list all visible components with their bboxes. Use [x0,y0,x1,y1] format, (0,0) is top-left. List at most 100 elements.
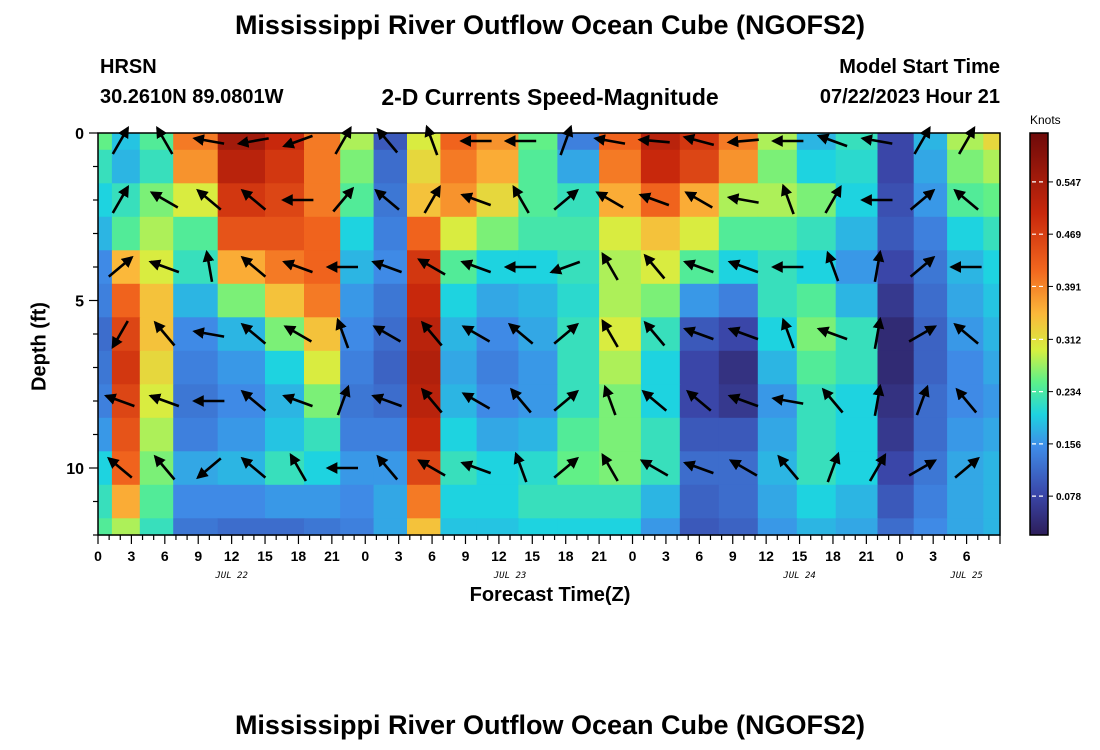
current-vector-arrow [637,134,670,147]
heatmap-cell [476,484,519,519]
heatmap-cell [599,317,642,352]
heatmap-cell [173,350,219,385]
heatmap-cell [718,417,759,452]
heatmap-cell [640,250,681,285]
current-vector-arrow [335,317,350,349]
x-tick-label: 0 [629,548,637,564]
heatmap-cell [718,518,759,536]
heatmap-cell [913,350,948,385]
current-vector-arrow [908,325,938,343]
heatmap-cell [913,484,948,519]
current-vector-arrow [148,259,180,274]
heatmap-cell [98,133,113,151]
heatmap-cell [679,518,720,536]
heatmap-cell [640,518,681,536]
heatmap-cell [265,149,305,184]
heatmap-cell [835,216,879,251]
heatmap-cell [139,149,174,184]
heatmap-cell [407,417,441,452]
bottom-page-title: Mississippi River Outflow Ocean Cube (NG… [234,710,866,740]
heatmap-cell [835,250,879,285]
date-label: JUL 22 [214,571,248,581]
current-vector-arrow [460,259,492,274]
heatmap-cell [640,149,681,184]
current-vector-arrow [821,387,844,414]
current-vector-arrow [777,454,800,481]
heatmap-cell [340,417,375,452]
heatmap-cell [983,417,1001,452]
colorbar [1029,132,1049,536]
current-vector-arrow [682,133,715,147]
x-tick-label: 3 [929,548,937,564]
heatmap-cell [718,317,759,352]
heatmap-cell [111,417,141,452]
heatmap-cell [913,183,948,218]
heatmap-cell [173,149,219,184]
heatmap-cell [407,350,441,385]
heatmap-cell [98,216,113,251]
heatmap-cell [599,183,642,218]
heatmap-cell [407,149,441,184]
heatmap-cell [796,283,837,318]
heatmap-cell [640,484,681,519]
heatmap-cell [983,350,1001,385]
station-coordinates: 30.2610N 89.0801W [100,86,284,108]
heatmap-cell [518,133,558,151]
current-vector-arrow [420,320,443,347]
current-vector-arrow [771,394,804,406]
current-vector-arrow [153,320,176,347]
current-vector-arrow [282,134,313,149]
heatmap-cell [111,216,141,251]
heatmap-cell [796,183,837,218]
heatmap-cell [217,350,266,385]
heatmap-cell [440,451,478,486]
heatmap-cell [111,350,141,385]
current-vector-arrow [282,259,313,274]
current-vector-arrow [374,188,400,211]
heatmap-cell [835,384,879,419]
heatmap-cell [877,384,915,419]
colorbar-tick-label: 0.391 [1056,282,1081,293]
current-vectors [103,124,982,483]
current-vector-arrow [196,188,222,211]
x-tick-label: 9 [462,548,470,564]
heatmap-cell [440,417,478,452]
heatmap-cell [304,216,341,251]
heatmap-cell [757,283,798,318]
heatmap-cell [913,283,948,318]
heatmap-cell [217,384,266,419]
current-vector-arrow [953,322,979,345]
heatmap-cell [440,350,478,385]
current-vector-arrow [192,134,225,146]
heatmap-cell [440,317,478,352]
current-vector-arrow [149,191,179,209]
current-vector-arrow [868,452,887,482]
current-vector-arrow [461,325,491,343]
heatmap-cell [518,183,558,218]
current-vector-arrow [417,459,446,477]
heatmap-cell [640,216,681,251]
heatmap-cell [679,417,720,452]
heatmap-cell [983,518,1001,536]
heatmap-cell [599,250,642,285]
x-tick-label: 21 [859,548,875,564]
heatmap-cell [111,484,141,519]
heatmap-cell [913,149,948,184]
heatmap-cell [835,350,879,385]
x-tick-label: 0 [361,548,369,564]
heatmap-cell [599,350,642,385]
model-start-label: Model Start Time [839,56,1000,78]
x-axis-label: Forecast Time(Z) [469,584,631,606]
current-vector-arrow [553,456,579,479]
heatmap-cell [440,283,478,318]
x-tick-label: 6 [161,548,169,564]
heatmap-cell [304,518,341,536]
heatmap-cell [111,384,141,419]
colorbar-tick-label: 0.234 [1056,388,1081,399]
heatmap-cell [599,149,642,184]
heatmap-cell [913,250,948,285]
current-vector-arrow [824,184,842,214]
heatmap-cell [173,451,219,486]
heatmap-cell [796,484,837,519]
